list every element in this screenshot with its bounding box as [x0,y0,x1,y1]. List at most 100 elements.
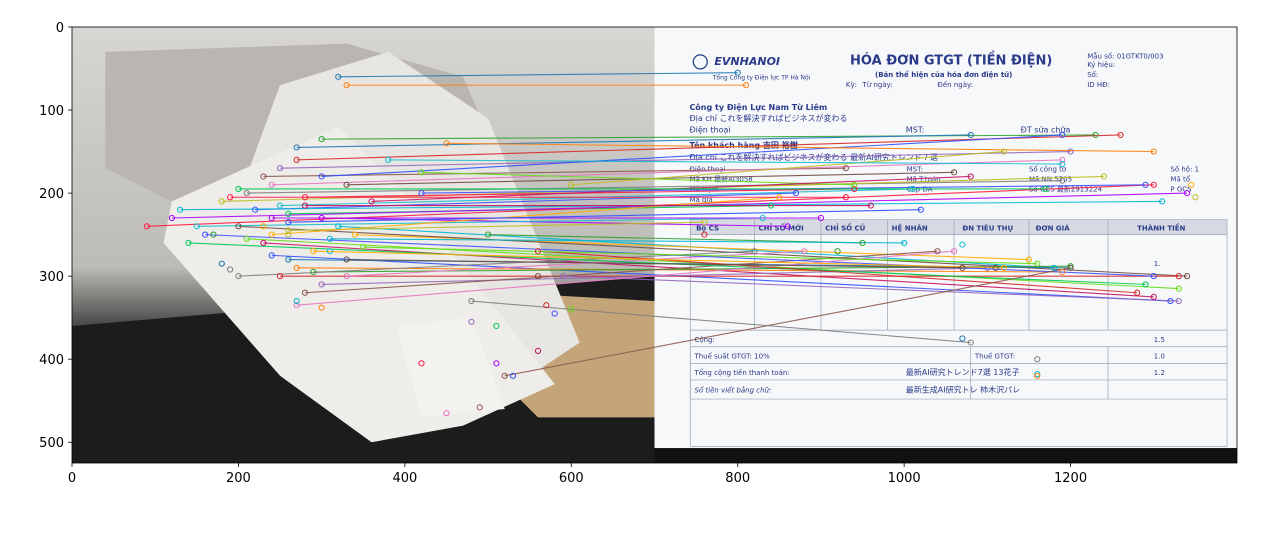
left-photo-paper-small [396,317,505,418]
keypoint [343,273,350,280]
keypoint [343,181,350,188]
invoice-subtitle: (Bản thể hiện của hóa đơn điện tử) [875,70,1012,79]
keypoint [1167,297,1174,305]
keypoint [742,82,750,89]
invoice-settlement-code: Mã T.toán [907,175,941,183]
keypoint [568,306,575,313]
keypoint [443,140,450,147]
invoice-table [689,54,1228,447]
y-tick-label: 500 [39,436,64,451]
y-axis-ticks: 0 100 200 300 400 500 [39,21,72,451]
keypoint [1034,356,1041,363]
keypoint [534,347,542,354]
keypoint [276,273,284,280]
keypoints [143,69,1199,417]
invoice-price-code: Mã giá [689,196,712,204]
invoice-phone: Điện thoại [689,124,730,135]
keypoint [950,169,958,176]
keypoint [901,239,908,247]
keypoint [285,231,292,238]
keypoint [235,223,242,230]
invoice-grand-total-value: 最新AI研究トレンド7選 13花子 [906,367,1020,377]
keypoint [443,410,450,417]
keypoint [1175,273,1182,280]
match-line [296,134,971,148]
keypoint [1117,131,1124,139]
match-line [363,246,1038,265]
keypoint [143,223,150,230]
invoice-in-words-value: 最新生成AI研究トレ 柿木沢パレ [906,384,1020,394]
keypoint [318,214,325,222]
invoice-amount-2: 1.5 [1154,336,1165,344]
match-line [280,151,1071,169]
left-photo-image [72,27,655,463]
keypoint [534,248,542,255]
keypoint [1142,181,1149,188]
keypoint [967,339,974,346]
keypoint [326,235,334,242]
keypoint [318,281,325,288]
x-tick-label: 600 [559,471,584,486]
match-line [321,134,1063,178]
keypoint [177,206,184,213]
match-line [196,217,763,227]
keypoint [351,231,359,238]
keypoint [959,335,966,342]
keypoint [501,372,508,379]
keypoint [218,198,225,205]
keypoint [168,214,175,222]
y-tick-label: 400 [39,353,64,368]
keypoint [210,231,217,238]
keypoint [293,302,300,309]
match-line [421,171,855,186]
x-tick-label: 1200 [1054,471,1087,486]
invoice-brand: EVNHANOI [714,55,780,68]
keypoint [285,227,292,234]
invoice-vat: Thuế GTGT: [974,352,1015,360]
keypoint [1142,281,1149,288]
keypoint [851,185,858,193]
invoice-mst: MST: [906,125,925,134]
keypoint [1059,177,1066,184]
keypoint [418,189,425,197]
keypoint [1025,256,1033,263]
table-header-unit-price: ĐƠN GIÁ [1036,223,1071,232]
keypoint [559,273,567,280]
plot-area: EVNHANOI Tổng Công ty Điện lực TP Hà Nội… [72,27,1237,463]
keypoint [310,248,317,255]
keypoint [959,264,966,271]
keypoint [568,181,575,188]
keypoint [276,202,284,209]
match-line [321,217,788,227]
invoice-phone-2: Điện thoại [689,166,725,174]
evn-logo-icon [692,54,708,70]
invoice-id: ID HĐ: [1087,81,1110,89]
right-invoice-image: EVNHANOI Tổng Công ty Điện lực TP Hà Nội… [654,27,1237,463]
keypoint [1059,131,1066,139]
match-line [296,250,955,306]
invoice-household: Số hộ: 1 [1170,166,1199,174]
keypoint [734,69,741,76]
x-tick-label: 1000 [888,471,921,486]
table-header-multiplier: HỆ NHÂN [892,223,928,232]
keypoint [1183,189,1191,197]
invoice-title: HÓA ĐƠN GTGT (TIỀN ĐIỆN) [850,50,1052,68]
keypoint [1067,264,1074,271]
keypoint [343,82,350,89]
keypoint [202,231,209,238]
keypoint [801,248,808,255]
match-line [338,72,738,78]
keypoint [276,165,284,172]
invoice-to-label: Đến ngày: [937,81,973,89]
keypoint [293,264,300,271]
keypoint [293,144,300,151]
invoice-form-no: Mẫu số: 01GTKT0/003 [1087,52,1163,61]
match-line [346,258,963,269]
table-header-old-reading: CHỈ SỐ CŨ [825,222,866,232]
invoice-period-label: Kỳ: [846,81,857,89]
invoice-customer-code: Mã KH 最新AI3058 [689,174,752,183]
x-tick-label: 400 [392,471,417,486]
match-line [271,196,780,236]
match-line [288,221,705,232]
match-line [388,159,1063,165]
